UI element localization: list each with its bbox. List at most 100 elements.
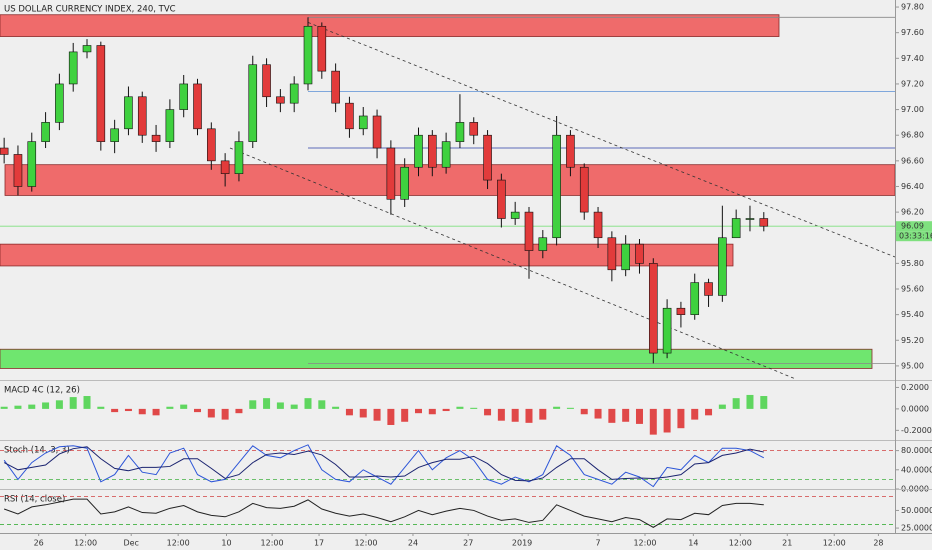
y-tick-label: 96.80 (901, 131, 924, 140)
x-tick-label: 12:00 (729, 539, 752, 548)
macd-bar (649, 408, 657, 435)
y-tick-label: 96.60 (901, 156, 924, 165)
candle-body (621, 243, 630, 271)
macd-bar (553, 406, 561, 409)
candle-body (0, 147, 9, 155)
y-tick-label: 97.20 (901, 79, 924, 88)
macd-bar (635, 408, 643, 424)
pane-title: US DOLLAR CURRENCY INDEX, 240, TVC (4, 5, 176, 15)
macd-bar (111, 408, 119, 413)
candle-body (400, 166, 409, 200)
macd-bar (373, 408, 381, 421)
indicator-line (3, 446, 764, 482)
candle-body (593, 211, 603, 239)
candle-body (690, 282, 700, 315)
y-tick-label: 50.0000 (901, 506, 932, 515)
x-tick-label: 12:00 (261, 539, 284, 548)
macd-bar (83, 396, 91, 409)
countdown-label: 03:33:16 (899, 232, 932, 241)
macd-bar (304, 398, 312, 409)
macd-bar (276, 402, 284, 409)
macd-bar (0, 406, 8, 409)
candle-body (648, 263, 658, 354)
pane-title: RSI (14, close) (4, 495, 65, 505)
macd-bar (235, 408, 243, 414)
candle-body (289, 83, 299, 104)
macd-bar (290, 404, 298, 409)
y-tick-label: 40.0000 (901, 465, 932, 474)
x-tick-label: 21 (782, 539, 792, 548)
macd-bar (14, 405, 22, 409)
candle-body (248, 64, 258, 142)
macd-bar (718, 404, 726, 409)
macd-bar (166, 406, 174, 409)
macd-bar (497, 408, 505, 421)
candle-body (731, 218, 741, 239)
candle-body (151, 134, 161, 142)
candle-body (718, 237, 727, 296)
x-tick-label: 27 (463, 539, 473, 548)
candle-body (676, 307, 686, 315)
candle-body (13, 154, 23, 187)
candle-body (96, 45, 106, 142)
macd-bar (456, 406, 464, 409)
macd-bar (677, 408, 685, 429)
y-tick-label: 97.40 (901, 54, 924, 63)
last-price-box (895, 221, 932, 232)
macd-bar (539, 408, 547, 420)
candle-body (110, 128, 119, 142)
macd-bar (221, 408, 229, 420)
candle-body (745, 218, 755, 220)
macd-bar (318, 400, 326, 409)
macd-bar (194, 408, 202, 413)
y-tick-label: 97.80 (901, 3, 924, 12)
macd-bar (387, 408, 395, 425)
x-tick-label: Dec (123, 539, 138, 548)
candle-body (497, 179, 506, 219)
macd-bar (124, 408, 132, 412)
countdown-box (895, 231, 932, 242)
macd-bar (484, 408, 492, 416)
macd-bar (622, 408, 630, 422)
zone (4, 164, 896, 196)
pane-title: MACD 4C (12, 26) (4, 386, 80, 396)
macd-bar (760, 396, 768, 409)
candle-body (82, 45, 92, 53)
macd-bar (152, 408, 160, 416)
macd-bar (746, 394, 754, 409)
candle-body (552, 134, 561, 239)
candle-body (510, 211, 520, 219)
candle-body (124, 96, 133, 130)
candle-body (68, 51, 78, 85)
indicator-line (3, 444, 765, 488)
macd-bar (138, 408, 146, 415)
candle-body (193, 83, 202, 130)
macd-bar (332, 406, 340, 409)
candle-body (345, 102, 354, 130)
candle-body (759, 218, 769, 227)
macd-bar (594, 408, 602, 419)
y-tick-label: 95.00 (901, 361, 924, 370)
candle-body (41, 122, 50, 142)
candle-body (414, 134, 423, 168)
candle-body (428, 134, 437, 168)
macd-bar (180, 404, 188, 409)
x-tick-label: 2019 (512, 539, 532, 548)
candle-body (704, 282, 713, 296)
y-tick-label: 95.40 (901, 310, 924, 319)
candle-body (483, 134, 492, 181)
candle-body (179, 83, 188, 110)
candle-body (220, 160, 230, 174)
y-tick-label: 96.20 (901, 208, 924, 217)
x-tick-label: 24 (408, 539, 418, 548)
indicator-line (3, 498, 764, 528)
zone (0, 348, 873, 369)
macd-bar (55, 400, 63, 409)
macd-bar (263, 398, 271, 409)
y-tick-label: -0.2000 (901, 426, 932, 435)
macd-bar (705, 408, 713, 416)
y-tick-label: 0.0000 (901, 404, 929, 413)
x-tick-label: 7 (596, 539, 601, 548)
candle-body (469, 122, 479, 136)
